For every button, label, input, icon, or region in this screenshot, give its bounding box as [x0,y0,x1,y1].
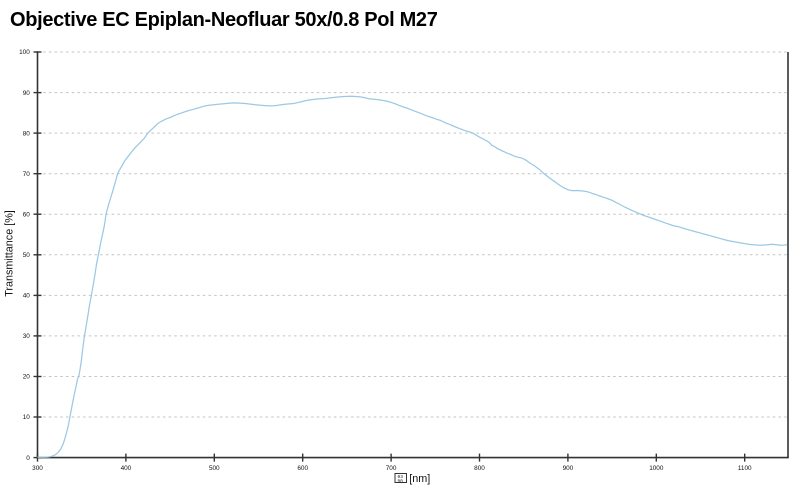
svg-text:40: 40 [23,293,31,300]
svg-text:100: 100 [19,49,30,56]
svg-text:1100: 1100 [738,465,752,472]
svg-text:10: 10 [23,414,31,421]
svg-text:400: 400 [121,465,132,472]
svg-text:0: 0 [26,455,30,462]
svg-text:50: 50 [23,252,31,259]
svg-text:03: 03 [398,474,404,480]
svg-text:BB: BB [398,479,404,485]
svg-text:500: 500 [209,465,220,472]
svg-text:30: 30 [23,333,31,340]
svg-text:300: 300 [32,465,43,472]
svg-text:900: 900 [563,465,574,472]
svg-text:20: 20 [23,374,31,381]
svg-text:600: 600 [297,465,308,472]
svg-text:Transmittance [%]: Transmittance [%] [4,210,16,297]
svg-text:60: 60 [23,211,31,218]
svg-text:70: 70 [23,171,31,178]
svg-text:800: 800 [474,465,485,472]
svg-text:80: 80 [23,130,31,137]
svg-text:700: 700 [386,465,397,472]
svg-text:1000: 1000 [649,465,664,472]
svg-text:[nm]: [nm] [409,473,430,485]
svg-text:90: 90 [23,90,31,97]
